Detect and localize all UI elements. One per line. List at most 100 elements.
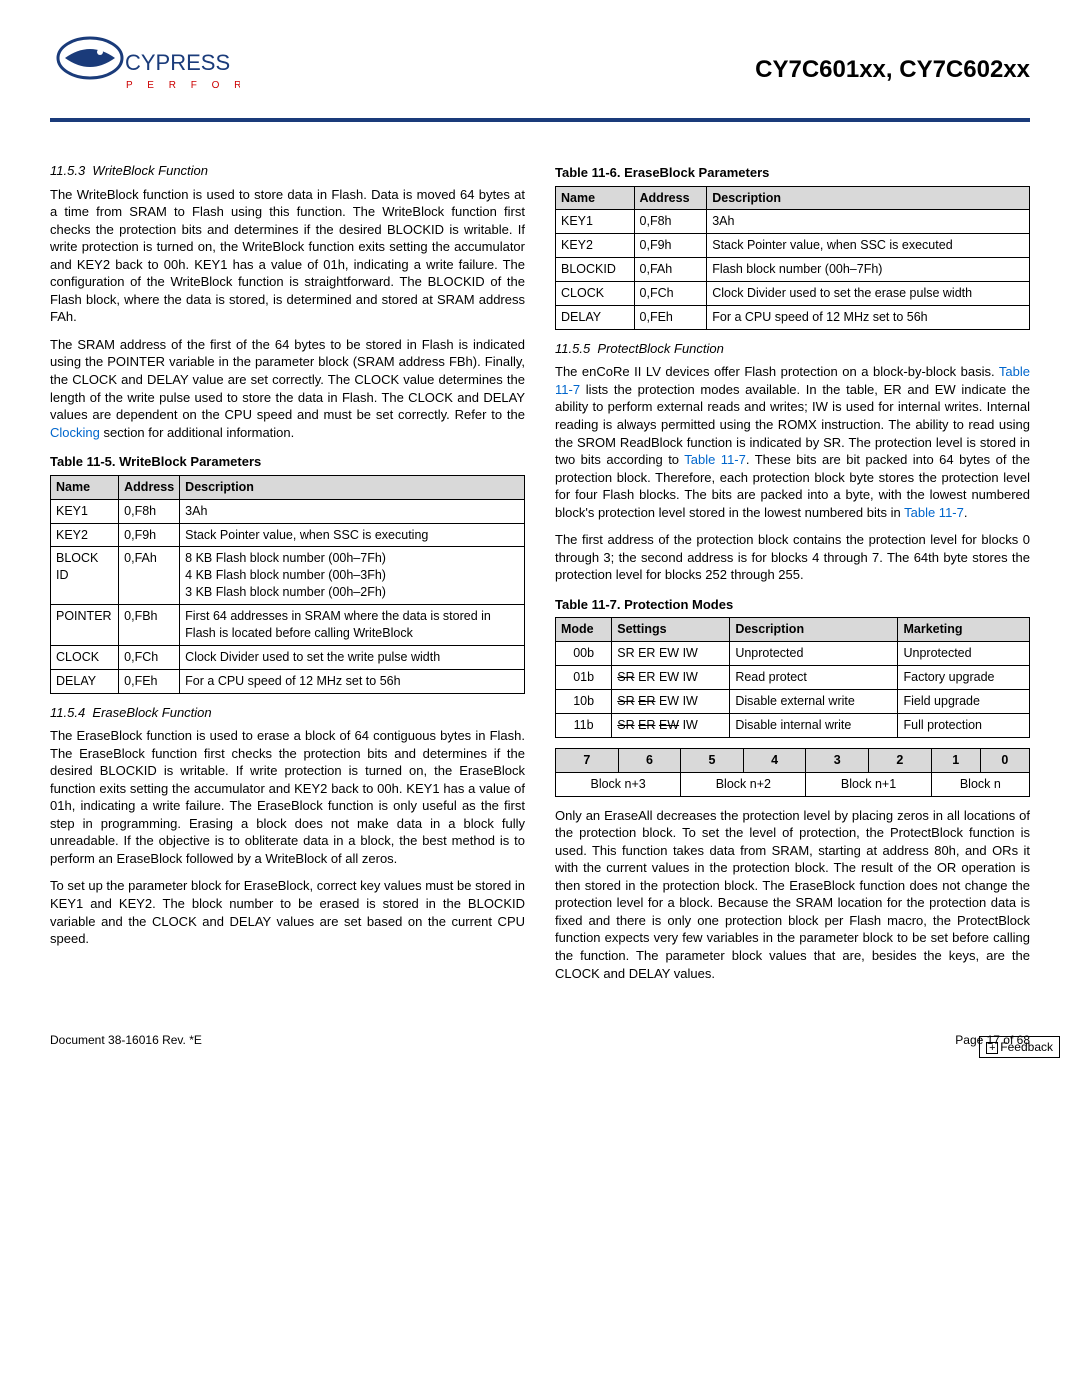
table-cell: Block n (931, 772, 1029, 796)
table-cell: Stack Pointer value, when SSC is executi… (180, 523, 525, 547)
table-cell: 0,F8h (634, 210, 707, 234)
table-cell: 8 KB Flash block number (00h–7Fh)4 KB Fl… (180, 547, 525, 605)
table-cell: 3Ah (707, 210, 1030, 234)
table-row: KEY10,F8h3Ah (51, 499, 525, 523)
table-row: DELAY0,FEhFor a CPU speed of 12 MHz set … (556, 305, 1030, 329)
table-header: Description (707, 186, 1030, 210)
table-cell: 0,FEh (634, 305, 707, 329)
table-cell: KEY1 (556, 210, 635, 234)
table-cell: Disable external write (730, 690, 898, 714)
table-row: CLOCK0,FChClock Divider used to set the … (556, 282, 1030, 306)
table-cell: KEY2 (51, 523, 119, 547)
table-cell: Factory upgrade (898, 666, 1030, 690)
section-heading-writeblock: 11.5.3 WriteBlock Function (50, 162, 525, 180)
content-columns: 11.5.3 WriteBlock Function The WriteBloc… (50, 152, 1030, 992)
table-cell: Clock Divider used to set the erase puls… (707, 282, 1030, 306)
table-header: 4 (743, 748, 806, 772)
table-cell: 00b (556, 642, 612, 666)
paragraph: The SRAM address of the first of the 64 … (50, 336, 525, 441)
table-cell: BLOCK ID (51, 547, 119, 605)
table-cell: Flash block number (00h–7Fh) (707, 258, 1030, 282)
paragraph: The EraseBlock function is used to erase… (50, 727, 525, 867)
table-cell: Clock Divider used to set the write puls… (180, 645, 525, 669)
table-row: BLOCKID0,FAhFlash block number (00h–7Fh) (556, 258, 1030, 282)
table-cell: Full protection (898, 713, 1030, 737)
page-footer: Document 38-16016 Rev. *E Page 17 of 68 (50, 1032, 1030, 1048)
table-cell: Unprotected (730, 642, 898, 666)
logo-tagline: P E R F O R M (126, 80, 240, 91)
table-header: Mode (556, 618, 612, 642)
table-cell: For a CPU speed of 12 MHz set to 56h (180, 669, 525, 693)
table-cell: KEY1 (51, 499, 119, 523)
table-cell: 11b (556, 713, 612, 737)
table-header: Address (119, 475, 180, 499)
table-cell: For a CPU speed of 12 MHz set to 56h (707, 305, 1030, 329)
table-header: Name (51, 475, 119, 499)
table-header: 2 (869, 748, 932, 772)
table-header: 5 (681, 748, 744, 772)
table-header: 3 (806, 748, 869, 772)
table-header: Settings (612, 618, 730, 642)
table-cell: 0,FBh (119, 605, 180, 646)
link-clocking[interactable]: Clocking (50, 425, 100, 440)
table-header: Address (634, 186, 707, 210)
table-header: 6 (618, 748, 681, 772)
right-column: Table 11-6. EraseBlock Parameters NameAd… (555, 152, 1030, 992)
table-cell: CLOCK (556, 282, 635, 306)
table-cell: BLOCKID (556, 258, 635, 282)
table-cell: Disable internal write (730, 713, 898, 737)
table-cell: 01b (556, 666, 612, 690)
table-cell: SR ER EW IW (612, 713, 730, 737)
table-caption: Table 11-6. EraseBlock Parameters (555, 164, 1030, 182)
table-row: DELAY0,FEhFor a CPU speed of 12 MHz set … (51, 669, 525, 693)
table-cell: 0,F9h (119, 523, 180, 547)
table-cell: Read protect (730, 666, 898, 690)
cypress-logo-icon: CYPRESS P E R F O R M (50, 30, 240, 110)
table-cell: Unprotected (898, 642, 1030, 666)
link-table-11-7[interactable]: Table 11-7 (904, 505, 964, 520)
table-cell: DELAY (556, 305, 635, 329)
table-cell: Stack Pointer value, when SSC is execute… (707, 234, 1030, 258)
table-cell: 0,FEh (119, 669, 180, 693)
feedback-button[interactable]: +Feedback (979, 1036, 1060, 1058)
table-row: KEY10,F8h3Ah (556, 210, 1030, 234)
paragraph: Only an EraseAll decreases the protectio… (555, 807, 1030, 982)
paragraph: The first address of the protection bloc… (555, 531, 1030, 584)
table-caption: Table 11-5. WriteBlock Parameters (50, 453, 525, 471)
table-eraseblock-params: NameAddressDescription KEY10,F8h3AhKEY20… (555, 186, 1030, 330)
table-row: KEY20,F9hStack Pointer value, when SSC i… (51, 523, 525, 547)
table-caption: Table 11-7. Protection Modes (555, 596, 1030, 614)
table-cell: First 64 addresses in SRAM where the dat… (180, 605, 525, 646)
table-row: BLOCK ID0,FAh8 KB Flash block number (00… (51, 547, 525, 605)
paragraph: The WriteBlock function is used to store… (50, 186, 525, 326)
table-cell: DELAY (51, 669, 119, 693)
table-cell: 0,F9h (634, 234, 707, 258)
table-cell: 10b (556, 690, 612, 714)
link-table-11-7[interactable]: Table 11-7 (684, 452, 746, 467)
plus-icon: + (986, 1042, 998, 1054)
document-id: Document 38-16016 Rev. *E (50, 1032, 202, 1048)
table-cell: SR ER EW IW (612, 690, 730, 714)
paragraph: To set up the parameter block for EraseB… (50, 877, 525, 947)
table-cell: CLOCK (51, 645, 119, 669)
table-cell: Block n+2 (681, 772, 806, 796)
section-heading-protectblock: 11.5.5 ProtectBlock Function (555, 340, 1030, 358)
table-row: KEY20,F9hStack Pointer value, when SSC i… (556, 234, 1030, 258)
table-header: Description (180, 475, 525, 499)
table-cell: SR ER EW IW (612, 666, 730, 690)
table-header: Marketing (898, 618, 1030, 642)
table-row: 00bSR ER EW IWUnprotectedUnprotected (556, 642, 1030, 666)
table-cell: 0,F8h (119, 499, 180, 523)
logo-text: CYPRESS (125, 50, 230, 75)
page-header: CYPRESS P E R F O R M CY7C601xx, CY7C602… (50, 30, 1030, 122)
table-cell: 0,FAh (119, 547, 180, 605)
table-header: Description (730, 618, 898, 642)
left-column: 11.5.3 WriteBlock Function The WriteBloc… (50, 152, 525, 992)
table-cell: SR ER EW IW (612, 642, 730, 666)
table-cell: 0,FAh (634, 258, 707, 282)
table-cell: Block n+1 (806, 772, 931, 796)
table-header: Name (556, 186, 635, 210)
logo: CYPRESS P E R F O R M (50, 30, 240, 110)
document-title: CY7C601xx, CY7C602xx (755, 54, 1030, 86)
table-header: 1 (931, 748, 980, 772)
